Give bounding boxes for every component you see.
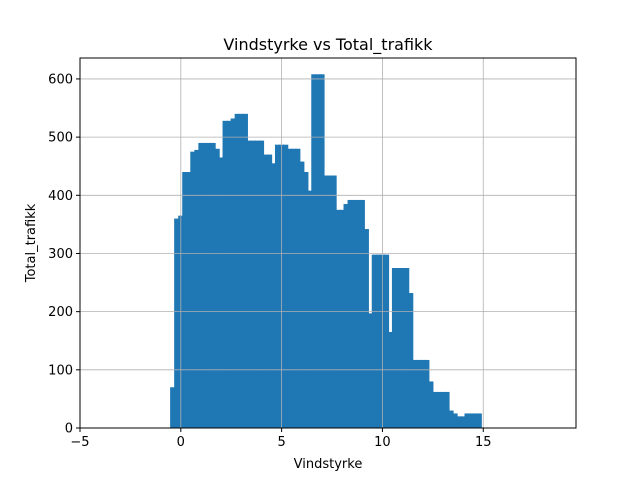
histogram-bar [323,175,329,428]
histogram-bar [198,142,204,428]
histogram-bar [234,113,240,428]
histogram-bar [335,209,341,428]
histogram-bar [266,154,273,428]
y-tick-label: 100 [48,363,73,378]
histogram-bar [170,387,176,428]
histogram-bar [468,413,474,428]
x-tick-label: −5 [70,435,89,450]
histogram-bar [420,359,426,428]
histogram-bar [194,149,200,428]
histogram-bar [351,199,357,428]
histogram-bar [291,148,297,429]
histogram-bar [250,140,257,429]
histogram-bar [230,118,236,428]
y-tick-label: 200 [48,305,73,320]
histogram-bar [254,140,261,429]
histogram-bar [190,151,196,429]
histogram-bar [367,313,373,428]
histogram-bar [319,74,325,428]
histogram-bar [383,254,390,428]
y-axis-ticks: 0 100 200 300 400 500 600 [48,72,80,437]
histogram-bar [448,410,454,428]
y-tick-label: 0 [65,422,73,437]
histogram-bar [476,413,482,428]
histogram-bar [460,416,466,428]
histogram-bar [404,268,410,428]
histogram-bar [270,163,277,428]
histogram-bar [416,359,422,428]
histogram-bar [359,199,365,428]
histogram-bar [307,190,313,428]
histogram-bar [295,148,301,429]
histogram-bar [238,113,244,428]
histogram-bar [182,172,188,428]
histogram-bar [214,148,220,429]
histogram-bar [258,140,265,429]
histogram-bar [262,154,269,428]
histogram-bar [399,268,406,428]
histogram-bar [375,254,382,428]
y-tick-label: 600 [48,72,73,87]
histogram-bar [452,413,458,428]
histogram-bar [436,391,442,428]
bars-group [170,74,482,429]
histogram-bar [202,142,208,428]
histogram-bar [412,359,418,428]
histogram-bar [311,74,317,428]
histogram-bar [408,293,414,428]
histogram-bar [226,120,232,428]
histogram-bar [287,148,293,429]
histogram-bar [339,209,345,428]
histogram-bar [186,172,192,428]
x-tick-label: 0 [177,435,185,450]
histogram-bar [424,359,430,428]
histogram-bar [428,381,434,428]
histogram-bar [343,204,349,428]
x-tick-label: 5 [277,435,285,450]
histogram-bar [347,199,353,428]
x-tick-label: 10 [374,435,391,450]
histogram-bar [327,175,333,428]
histogram-bar [246,140,252,429]
histogram-bar [174,218,180,428]
histogram-bar [456,416,462,428]
histogram-bar [303,172,309,428]
histogram-bar [472,413,478,428]
chart-title: Vindstyrke vs Total_trafikk [223,35,433,55]
histogram-bar [387,332,394,428]
histogram-bar [355,199,361,428]
histogram-bar [299,161,305,428]
y-tick-label: 500 [48,131,73,146]
x-tick-label: 15 [475,435,492,450]
x-axis-label: Vindstyrke [294,457,363,472]
histogram-bar [395,268,402,428]
x-axis-ticks: −5 0 5 10 15 [70,428,492,450]
histogram-bar [242,113,248,428]
histogram-bar [440,391,446,428]
histogram-bar [464,413,470,428]
histogram-bar [274,144,281,429]
histogram-bar [432,391,438,428]
histogram-bar [206,142,212,428]
histogram-bar [222,120,228,428]
histogram-bar [283,144,289,429]
histogram-bar [315,74,321,428]
histogram-bar [210,142,216,428]
histogram-bar [218,157,224,428]
histogram-bar [391,268,398,428]
histogram-bar [444,391,450,428]
y-axis-label: Total_trafikk [24,203,39,283]
histogram-bar [363,229,369,428]
y-tick-label: 400 [48,189,73,204]
histogram-bar [331,175,337,428]
histogram-bar [371,254,377,428]
y-tick-label: 300 [48,247,73,262]
plot-frame [79,57,577,429]
